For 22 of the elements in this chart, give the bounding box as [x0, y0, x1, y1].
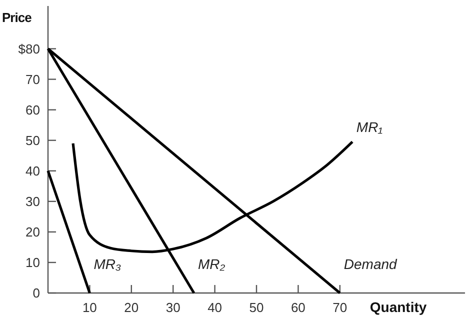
- y-tick-label: 50: [26, 132, 40, 148]
- x-tick-label: 30: [166, 300, 180, 315]
- x-tick-label: 70: [332, 300, 348, 315]
- x-tick-label: 20: [124, 300, 139, 315]
- series-label: MR₂: [198, 256, 226, 272]
- y-tick-label: 40: [26, 163, 40, 178]
- x-tick-label: 50: [249, 300, 264, 315]
- y-tick-label: $80: [18, 41, 40, 56]
- y-axis-title: Price: [2, 10, 32, 25]
- x-tick-label: 60: [290, 300, 306, 315]
- x-tick-label: 40: [208, 300, 222, 315]
- series-label: MR₃: [94, 256, 122, 272]
- y-tick-label: 0: [32, 286, 40, 301]
- y-tick-label: 70: [26, 72, 40, 87]
- y-tick-label: 30: [26, 194, 40, 209]
- x-tick-label: 10: [82, 300, 97, 315]
- series-label: Demand: [344, 256, 398, 272]
- y-tick-label: 60: [26, 102, 40, 118]
- y-tick-label: 20: [26, 224, 40, 240]
- x-axis-title: Quantity: [370, 299, 427, 315]
- y-tick-label: 10: [26, 255, 40, 270]
- series-label: MR₁: [356, 118, 384, 135]
